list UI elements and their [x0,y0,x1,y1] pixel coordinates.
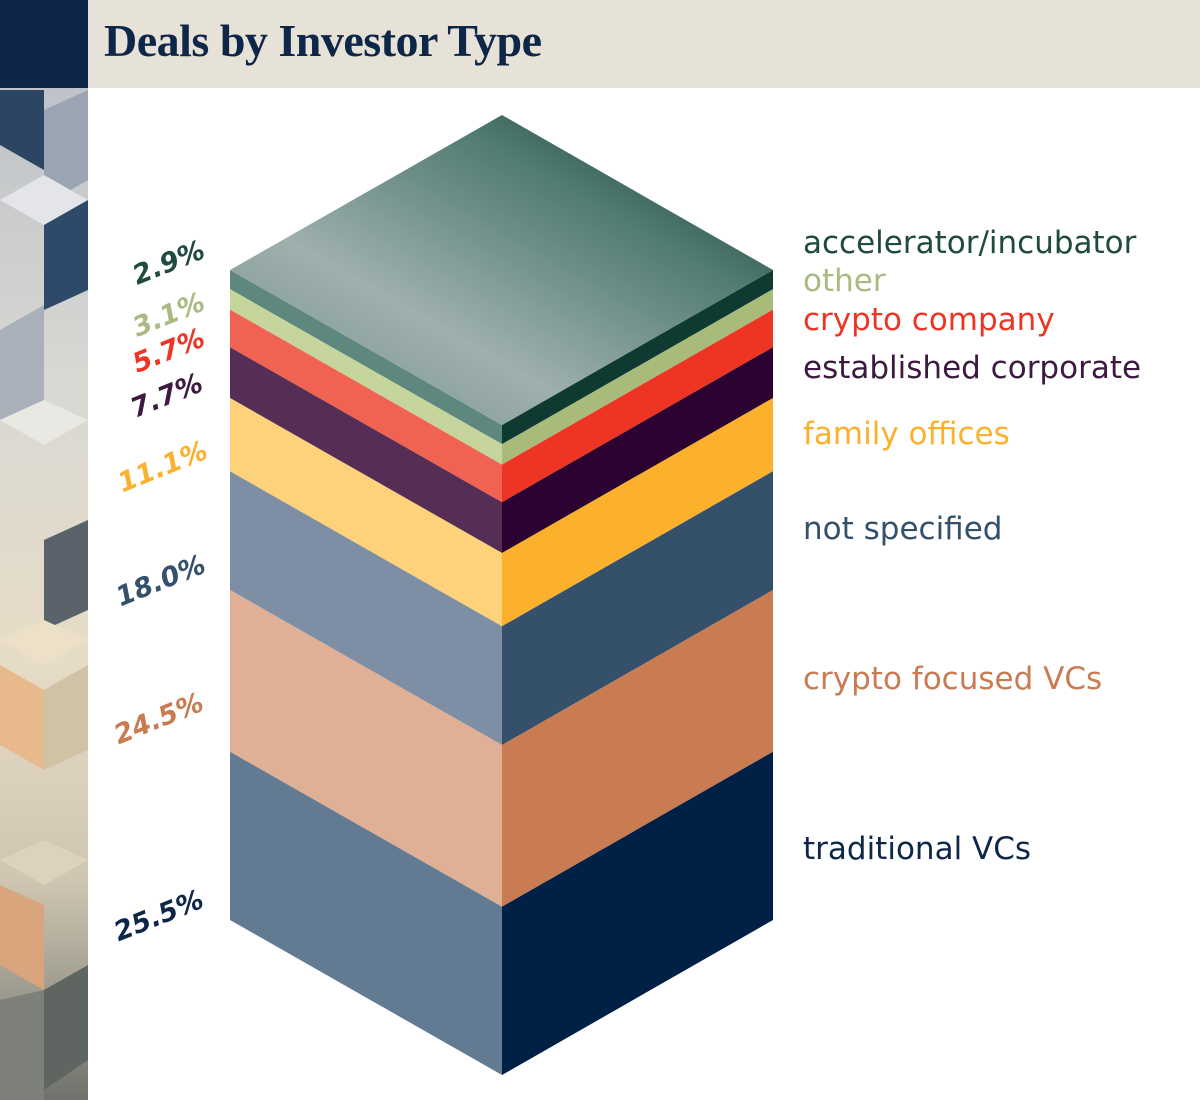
bar-segment-left-accelerator-incubator [230,270,502,445]
bar-segment-left-other [230,289,502,465]
legend-label-established-corporate: established corporate [803,350,1141,386]
bar-segment-right-crypto-focused-vcs [502,590,773,907]
percent-label-family-offices: 11.1% [114,435,212,499]
percent-label-crypto-focused-vcs: 24.5% [110,687,208,751]
percent-label-traditional-vcs: 25.5% [110,884,208,948]
bar-segment-right-other [502,289,773,465]
bar-segment-left-established-corporate [230,347,502,554]
bar-segment-right-traditional-vcs [502,751,773,1075]
legend-label-family-offices: family offices [803,416,1010,452]
percent-label-not-specified: 18.0% [112,549,210,613]
legend-label-crypto-focused-vcs: crypto focused VCs [803,661,1102,697]
bar-segment-left-crypto-company [230,309,502,503]
bar-segment-right-crypto-company [502,309,773,503]
bar-segment-left-family-offices [230,398,502,627]
bar-segment-right-established-corporate [502,347,773,554]
legend-label-accelerator-incubator: accelerator/incubator [803,225,1137,261]
legend-label-crypto-company: crypto company [803,302,1055,338]
bar-segment-left-crypto-focused-vcs [230,590,502,907]
bar-top-face [230,115,773,425]
decorative-cube-pattern [0,0,88,1100]
bar-segment-right-family-offices [502,398,773,627]
bar-segment-right-accelerator-incubator [502,270,773,445]
legend-label-not-specified: not specified [803,511,1002,547]
chart-title: Deals by Investor Type [104,15,542,66]
bar-segment-right-not-specified [502,471,773,746]
bar-segment-left-traditional-vcs [230,751,502,1075]
bar-segment-left-not-specified [230,471,502,746]
legend-label-traditional-vcs: traditional VCs [803,831,1031,867]
percent-label-accelerator-incubator: 2.9% [128,235,209,292]
legend-label-other: other [803,263,886,299]
header-band: Deals by Investor Type [88,0,1200,88]
